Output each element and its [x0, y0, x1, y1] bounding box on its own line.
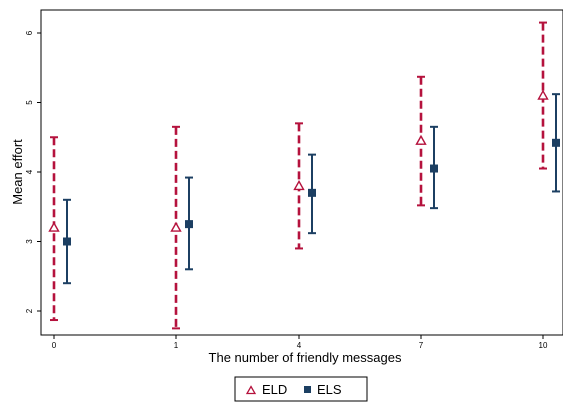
legend-els-square-icon [304, 386, 311, 393]
eld-point [170, 221, 182, 232]
els-point [430, 164, 438, 173]
x-tick-label: 1 [174, 341, 179, 350]
x-tick-label: 10 [539, 341, 548, 350]
legend-eld-triangle-icon [245, 385, 257, 395]
x-axis: 0 1 4 7 10 [52, 335, 548, 350]
y-axis-title: Mean effort [10, 139, 25, 205]
x-axis-title: The number of friendly messages [209, 350, 402, 365]
y-tick-label: 2 [25, 308, 34, 313]
y-tick-label: 5 [25, 100, 34, 105]
eld-point [48, 221, 60, 232]
x-tick-label: 4 [297, 341, 302, 350]
x-tick-label: 7 [419, 341, 424, 350]
els-point [63, 237, 71, 246]
els-point [308, 188, 316, 197]
eld-point [537, 89, 549, 100]
els-point [552, 138, 560, 147]
legend: ELD ELS [234, 376, 368, 402]
legend-box [234, 376, 368, 402]
plot-area [40, 9, 563, 336]
eld-point [293, 179, 305, 191]
x-tick-label: 0 [52, 341, 57, 350]
y-tick-label: 3 [25, 239, 34, 244]
y-tick-label: 6 [25, 30, 34, 35]
y-axis: 2 3 4 5 6 [25, 30, 41, 313]
legend-els-label: ELS [317, 382, 342, 397]
legend-eld-label: ELD [262, 382, 287, 397]
y-tick-label: 4 [25, 169, 34, 174]
eld-point [415, 134, 427, 145]
els-point [185, 220, 193, 229]
data-series [48, 21, 560, 330]
